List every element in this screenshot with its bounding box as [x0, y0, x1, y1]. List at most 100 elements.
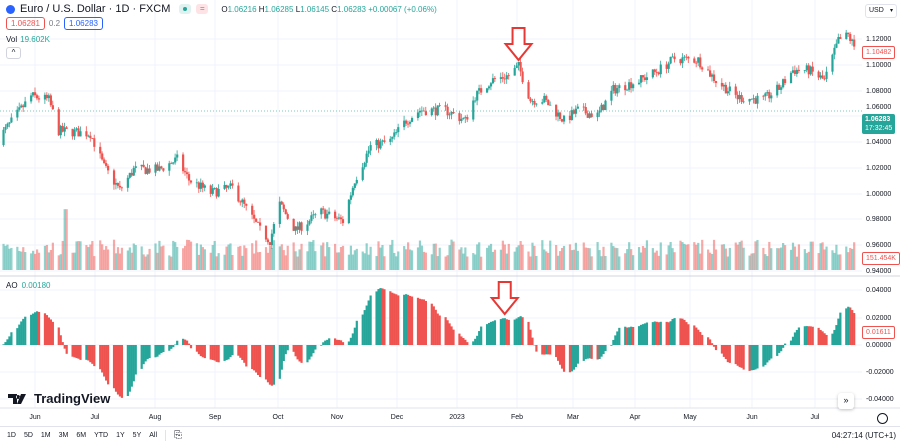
- sell-button[interactable]: 1.06281: [6, 17, 45, 30]
- range-button-5d[interactable]: 5D: [23, 432, 33, 439]
- candle-body: [369, 145, 372, 151]
- candle-body: [598, 110, 601, 113]
- volume-bar: [472, 253, 475, 270]
- scroll-to-realtime-button[interactable]: »: [838, 393, 854, 409]
- candle-body: [462, 117, 465, 119]
- volume-bar: [215, 256, 218, 270]
- volume-bar: [784, 245, 787, 270]
- candle-body: [99, 146, 102, 154]
- candle-body: [403, 120, 406, 128]
- candle-body: [766, 92, 769, 94]
- ao-bar: [570, 345, 574, 372]
- time-tick: Jun: [746, 414, 758, 421]
- candle-body: [410, 118, 414, 122]
- ao-bar: [695, 327, 698, 345]
- volume-bar: [257, 252, 260, 270]
- volume-bar: [51, 242, 54, 270]
- ao-bar: [326, 339, 329, 345]
- tradingview-logo[interactable]: TradingView: [8, 391, 110, 406]
- volume-bar: [296, 256, 299, 270]
- volume-bar: [485, 247, 489, 270]
- candle-body: [189, 180, 193, 183]
- candle-body: [65, 127, 68, 129]
- volume-bar: [65, 209, 68, 270]
- time-tick: Nov: [330, 414, 344, 421]
- volume-bar: [559, 251, 562, 270]
- ao-bar: [535, 345, 538, 352]
- collapse-legend-button[interactable]: ^: [6, 47, 21, 59]
- buy-button[interactable]: 1.06283: [64, 17, 103, 30]
- volume-bar: [464, 247, 467, 270]
- ao-bar: [811, 326, 814, 345]
- ao-bar: [639, 324, 643, 345]
- candle-body: [819, 75, 822, 78]
- volume-bar: [789, 249, 793, 270]
- range-button-all[interactable]: All: [149, 432, 158, 439]
- ao-bar: [568, 345, 572, 373]
- volume-bar: [845, 246, 848, 270]
- candle-body: [515, 65, 518, 69]
- candle-body: [18, 107, 21, 110]
- ao-bar: [416, 297, 420, 345]
- candle-body: [472, 100, 475, 120]
- ao-bar: [604, 345, 607, 351]
- compare-icon[interactable]: ⎘: [174, 430, 183, 441]
- time-tick: Apr: [629, 414, 641, 421]
- volume-bar: [363, 253, 366, 270]
- ao-bar: [641, 324, 645, 345]
- current-price-label: 1.06283 17:32:45: [862, 114, 896, 134]
- volume-bar: [369, 246, 372, 270]
- range-button-3m[interactable]: 3M: [58, 432, 69, 439]
- candle-body: [835, 43, 838, 48]
- volume-bar: [57, 255, 60, 270]
- ao-bar: [701, 334, 704, 345]
- ao-bar: [195, 345, 199, 352]
- range-button-5y[interactable]: 5Y: [132, 432, 142, 439]
- candle-body: [673, 56, 676, 60]
- candle-body: [296, 226, 299, 230]
- volume-bar: [422, 251, 426, 270]
- clock[interactable]: 04:27:14 (UTC+1): [831, 431, 896, 440]
- price-tick: 1.02000: [866, 165, 892, 172]
- range-button-1d[interactable]: 1D: [7, 432, 16, 439]
- candle-body: [6, 123, 9, 127]
- range-button-6m[interactable]: 6M: [76, 432, 87, 439]
- volume-bar: [424, 252, 427, 270]
- volume-bar: [614, 247, 617, 270]
- volume-bar: [16, 246, 19, 270]
- candle-body: [493, 78, 497, 79]
- volume-bar: [701, 239, 704, 270]
- candle-body: [10, 117, 13, 123]
- candle-body: [659, 64, 662, 75]
- down-arrow-icon: [489, 281, 520, 316]
- settings-icon[interactable]: [877, 413, 888, 424]
- chart-canvas[interactable]: [0, 0, 900, 426]
- candle-body: [355, 179, 358, 184]
- volume-bar: [209, 252, 212, 270]
- ao-bar: [87, 345, 90, 361]
- range-button-1y[interactable]: 1Y: [116, 432, 125, 439]
- ao-bar: [574, 345, 577, 368]
- range-button-ytd[interactable]: YTD: [94, 432, 109, 439]
- candle-body: [722, 84, 726, 87]
- currency-select[interactable]: USD ▾: [865, 4, 897, 18]
- volume-bar: [239, 245, 242, 270]
- ao-bar: [714, 345, 718, 351]
- symbol-title[interactable]: Euro / U.S. Dollar · 1D · FXCM: [20, 3, 171, 15]
- ao-bar: [559, 345, 562, 365]
- time-tick: Jul: [810, 414, 820, 421]
- volume-bar: [503, 244, 506, 270]
- volume-bar: [397, 251, 400, 270]
- volume-bar: [574, 242, 577, 270]
- ao-bar: [795, 329, 799, 345]
- ao-bar: [144, 345, 147, 362]
- volume-bar: [572, 249, 576, 270]
- volume-bar: [782, 242, 785, 270]
- candle-body: [770, 95, 773, 99]
- ao-bar: [740, 345, 743, 368]
- volume-bar: [367, 254, 370, 270]
- volume-bar: [365, 243, 368, 270]
- ao-bar: [586, 345, 589, 359]
- range-button-1m[interactable]: 1M: [40, 432, 51, 439]
- ao-bar: [665, 321, 668, 345]
